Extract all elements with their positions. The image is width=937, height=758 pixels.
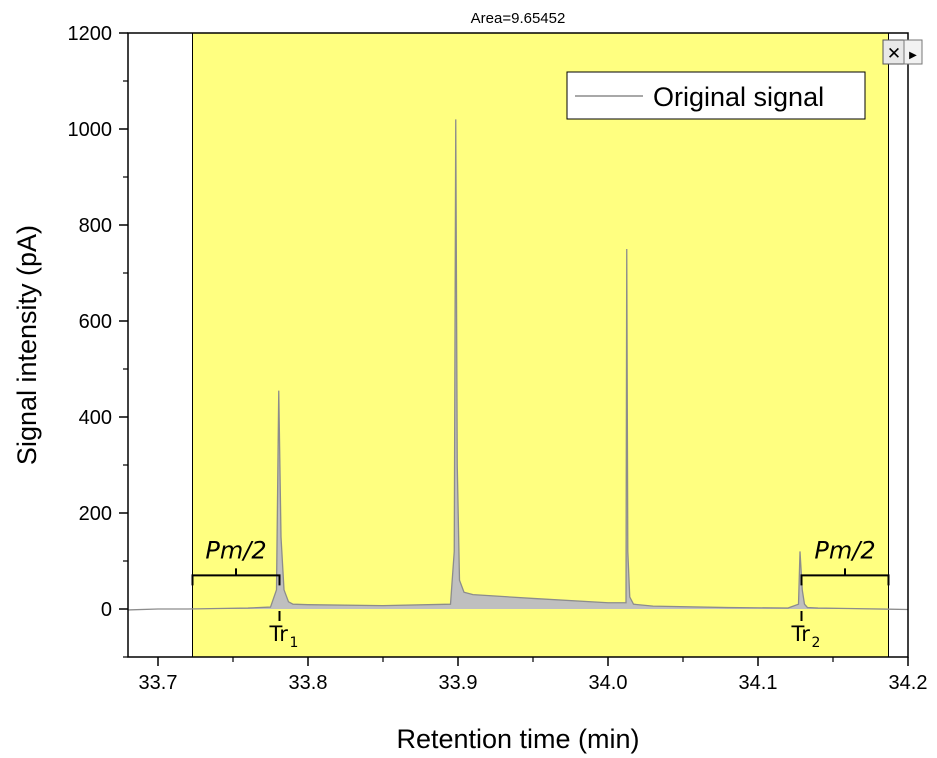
y-tick-label: 1200 bbox=[68, 23, 113, 45]
x-tick-label: 33.9 bbox=[439, 672, 478, 694]
x-axis-ticks: 33.7 33.8 33.9 34.0 34.1 34.2 bbox=[139, 657, 928, 694]
tr-subscript: 2 bbox=[812, 635, 821, 651]
plot-frame bbox=[127, 32, 909, 658]
x-axis-title: Retention time (min) bbox=[396, 724, 639, 754]
close-control[interactable]: ✕ bbox=[882, 39, 906, 65]
y-tick-label: 1000 bbox=[68, 119, 113, 141]
close-icon: ✕ bbox=[887, 44, 901, 64]
y-axis-ticks: 0 200 400 600 800 1000 1200 bbox=[68, 23, 128, 658]
y-axis-title: Signal intensity (pA) bbox=[12, 225, 42, 465]
x-tick-label: 33.8 bbox=[289, 672, 328, 694]
tr-label: Tr bbox=[791, 622, 811, 646]
y-tick-label: 200 bbox=[79, 503, 112, 525]
area-annotation: Area=9.65452 bbox=[471, 10, 566, 27]
tr-subscript: 1 bbox=[290, 635, 299, 651]
y-tick-label: 400 bbox=[79, 407, 112, 429]
tr-label: Tr bbox=[269, 622, 289, 646]
x-tick-label: 34.0 bbox=[589, 672, 628, 694]
pm-label: Pm/2 bbox=[814, 536, 875, 564]
signal-line bbox=[127, 119, 909, 611]
arrow-control[interactable]: ▶ bbox=[903, 39, 923, 65]
annotations: Pm/2 Pm/2Tr 1 Tr 2 bbox=[191, 536, 890, 651]
x-tick-label: 33.7 bbox=[139, 672, 178, 694]
pm-label: Pm/2 bbox=[205, 536, 266, 564]
arrow-right-icon: ▶ bbox=[909, 50, 917, 61]
pm-bracket bbox=[191, 568, 281, 586]
x-tick-label: 34.1 bbox=[739, 672, 778, 694]
y-tick-label: 800 bbox=[79, 215, 112, 237]
integration-region bbox=[192, 32, 889, 658]
pm-bracket bbox=[800, 568, 890, 586]
y-tick-label: 600 bbox=[79, 311, 112, 333]
y-tick-label: 0 bbox=[101, 599, 112, 621]
arrow-button[interactable] bbox=[903, 39, 923, 65]
legend-label: Original signal bbox=[653, 82, 824, 112]
legend: Original signal bbox=[566, 71, 866, 120]
signal-area bbox=[218, 119, 848, 610]
x-tick-label: 34.2 bbox=[889, 672, 928, 694]
